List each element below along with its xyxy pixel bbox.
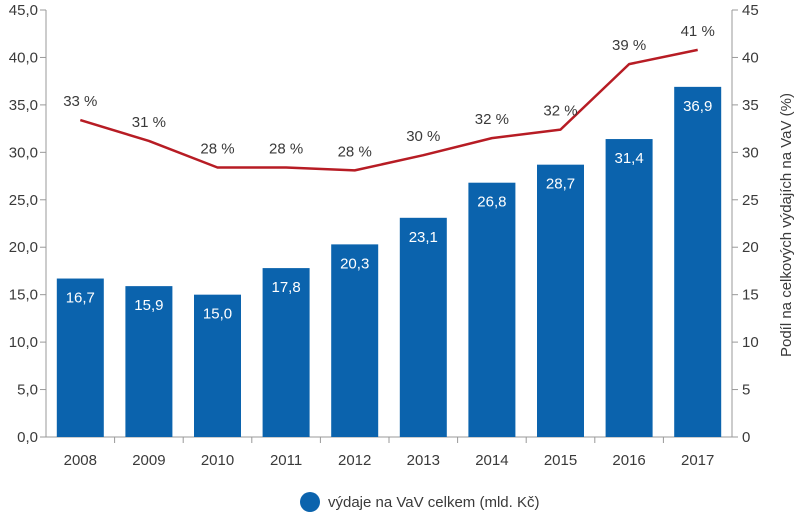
line-value-label: 32 % <box>543 103 577 120</box>
left-tick-label: 15,0 <box>9 287 38 304</box>
bar <box>674 86 722 438</box>
right-tick-label: 0 <box>742 429 750 446</box>
x-tick-label: 2015 <box>544 452 577 469</box>
x-tick-label: 2014 <box>475 452 508 469</box>
bar <box>537 164 584 437</box>
bars <box>56 86 722 438</box>
bar-value-label: 17,8 <box>271 279 300 296</box>
line-value-label: 30 % <box>406 128 440 145</box>
left-tick-label: 30,0 <box>9 144 38 161</box>
left-tick-label: 45,0 <box>9 2 38 19</box>
left-tick-label: 40,0 <box>9 49 38 66</box>
right-axis-title: Podíl na celkových výdajích na VaV (%) <box>778 93 795 357</box>
bar-value-label: 16,7 <box>66 290 95 307</box>
right-tick-label: 35 <box>742 97 759 114</box>
line-value-label: 28 % <box>269 141 303 158</box>
bar-value-label: 31,4 <box>614 150 643 167</box>
x-tick-label: 2016 <box>612 452 645 469</box>
bar <box>331 244 379 437</box>
left-tick-label: 20,0 <box>9 239 38 256</box>
bar-value-label: 20,3 <box>340 255 369 272</box>
x-tick-label: 2010 <box>201 452 234 469</box>
right-tick-label: 15 <box>742 287 759 304</box>
legend-marker-icon <box>300 492 320 512</box>
right-tick-label: 25 <box>742 192 759 209</box>
x-tick-label: 2011 <box>270 452 302 469</box>
share-line <box>79 48 698 172</box>
left-tick-label: 0,0 <box>17 429 38 446</box>
line-value-label: 39 % <box>612 37 646 54</box>
chart: 0,0 5,0 10,0 15,0 20,0 25,0 30,0 35,0 40,0 45,0 0 5… <box>9 2 795 469</box>
share-line-path <box>79 48 698 172</box>
right-tick-label: 45 <box>742 2 759 19</box>
bar-value-label: 23,1 <box>409 229 438 246</box>
left-tick-label: 10,0 <box>9 334 38 351</box>
bar <box>262 268 310 437</box>
right-tick-label: 20 <box>742 239 759 256</box>
x-tick-label: 2017 <box>681 452 714 469</box>
line-value-label: 28 % <box>338 143 372 160</box>
axes: 0,0 5,0 10,0 15,0 20,0 25,0 30,0 35,0 40,0 45,0 0 5… <box>9 2 759 469</box>
left-tick-label: 35,0 <box>9 97 38 114</box>
bar-value-label: 36,9 <box>683 98 712 115</box>
line-value-label: 28 % <box>200 141 234 158</box>
bar <box>56 278 104 437</box>
line-value-label: 32 % <box>475 111 509 128</box>
line-value-label: 31 % <box>132 114 166 131</box>
right-tick-label: 5 <box>742 382 750 399</box>
line-value-label: 33 % <box>63 93 97 110</box>
bar-value-label: 15,0 <box>203 306 232 323</box>
legend: výdaje na VaV celkem (mld. Kč) <box>300 492 539 512</box>
left-tick-label: 25,0 <box>9 192 38 209</box>
x-tick-label: 2013 <box>407 452 440 469</box>
left-tick-label: 5,0 <box>17 382 38 399</box>
bar <box>468 182 516 437</box>
x-tick-label: 2012 <box>338 452 371 469</box>
right-tick-label: 10 <box>742 334 759 351</box>
bar <box>125 286 173 437</box>
bar <box>605 139 653 437</box>
line-value-label: 41 % <box>681 23 715 40</box>
data-labels: 16,7 15,9 15,0 17,8 20,3 23,1 26,8 28,7 31,4 36,9… <box>63 23 715 323</box>
bar <box>399 217 447 437</box>
right-tick-label: 30 <box>742 144 759 161</box>
bar-value-label: 15,9 <box>134 297 163 314</box>
legend-label: výdaje na VaV celkem (mld. Kč) <box>328 493 540 511</box>
x-tick-label: 2008 <box>64 452 97 469</box>
x-tick-label: 2009 <box>132 452 165 469</box>
bar-value-label: 26,8 <box>477 194 506 211</box>
bar-value-label: 28,7 <box>546 176 575 193</box>
right-tick-label: 40 <box>742 49 759 66</box>
bar <box>194 294 241 437</box>
